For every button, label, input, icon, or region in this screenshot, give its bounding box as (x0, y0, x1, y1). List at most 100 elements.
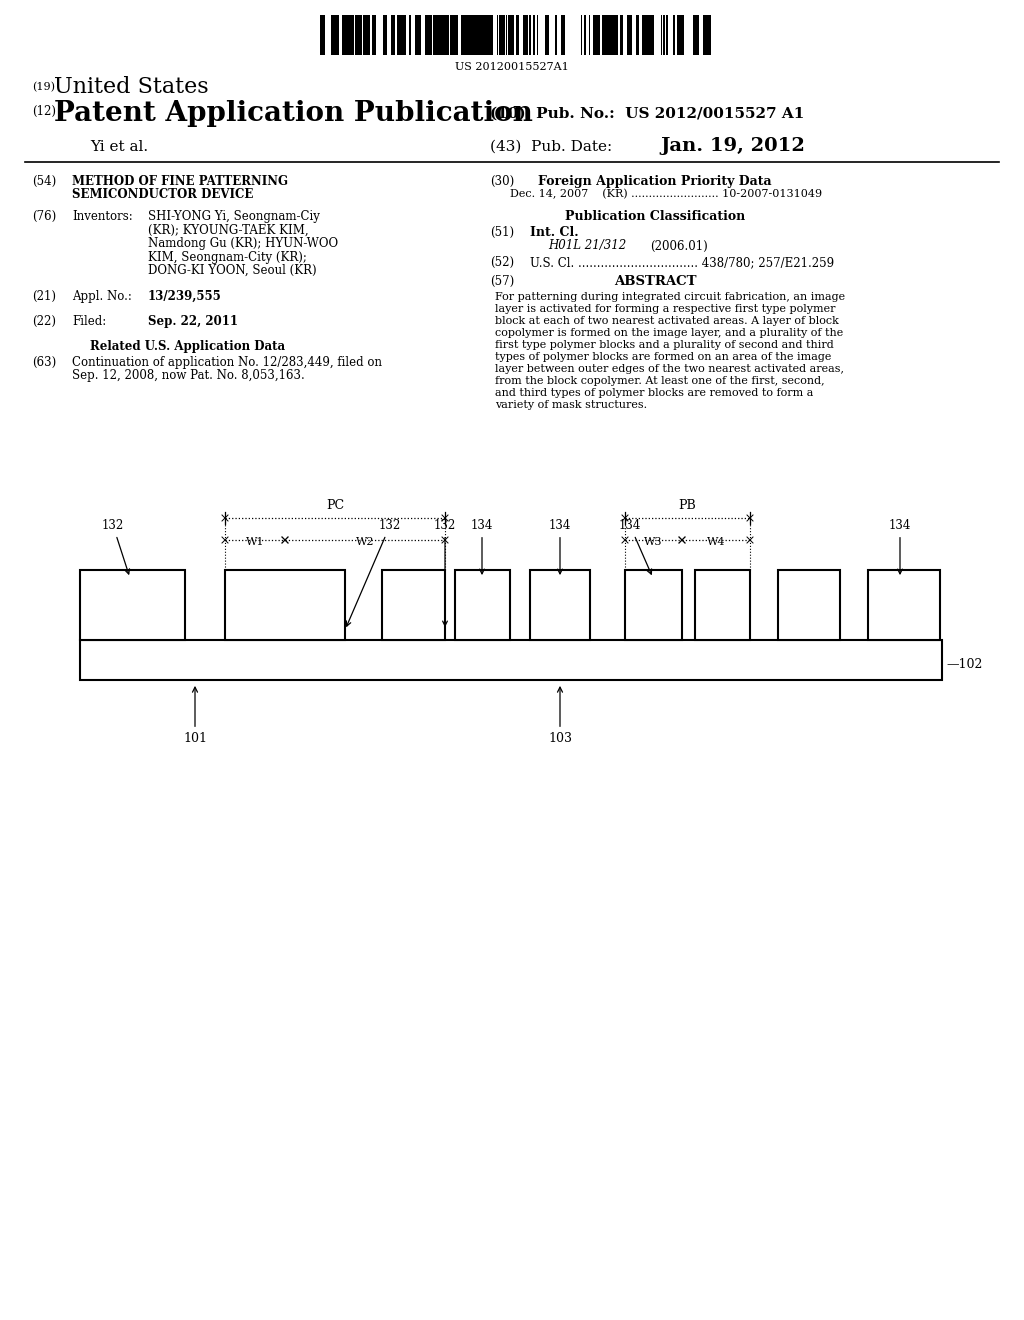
Bar (677, 15, 679, 55)
Text: DONG-KI YOON, Seoul (KR): DONG-KI YOON, Seoul (KR) (148, 264, 316, 277)
Bar (474, 15, 478, 55)
Bar (512, 15, 514, 55)
Text: SHI-YONG Yi, Seongnam-Ciy: SHI-YONG Yi, Seongnam-Ciy (148, 210, 319, 223)
Text: W1: W1 (246, 537, 264, 546)
Text: W2: W2 (355, 537, 374, 546)
Text: 103: 103 (548, 688, 572, 744)
Text: variety of mask structures.: variety of mask structures. (495, 400, 647, 411)
Bar (561, 15, 565, 55)
Bar (627, 15, 629, 55)
Text: (57): (57) (490, 275, 514, 288)
Bar (526, 15, 528, 55)
Bar (613, 15, 617, 55)
Bar (620, 15, 623, 55)
Text: 134: 134 (618, 519, 651, 574)
Bar (637, 15, 639, 55)
Text: Dec. 14, 2007    (KR) ......................... 10-2007-0131049: Dec. 14, 2007 (KR) .....................… (510, 189, 822, 199)
Text: 101: 101 (183, 688, 207, 744)
Bar (319, 15, 323, 55)
Bar (419, 15, 421, 55)
Bar (630, 15, 632, 55)
Text: layer between outer edges of the two nearest activated areas,: layer between outer edges of the two nea… (495, 364, 844, 374)
Bar (462, 15, 466, 55)
Bar (355, 15, 358, 55)
Text: copolymer is formed on the image layer, and a plurality of the: copolymer is formed on the image layer, … (495, 327, 843, 338)
Bar (383, 15, 385, 55)
Text: Related U.S. Application Data: Related U.S. Application Data (90, 341, 285, 352)
Bar (708, 15, 711, 55)
Bar (680, 15, 682, 55)
Bar (367, 15, 370, 55)
Bar (610, 15, 613, 55)
Bar (485, 15, 489, 55)
Bar (362, 15, 367, 55)
Bar (666, 15, 668, 55)
Bar (346, 15, 350, 55)
Text: (52): (52) (490, 256, 514, 269)
Text: KIM, Seongnam-City (KR);: KIM, Seongnam-City (KR); (148, 251, 307, 264)
Bar (440, 15, 442, 55)
Text: (22): (22) (32, 315, 56, 327)
Text: For patterning during integrated circuit fabrication, an image: For patterning during integrated circuit… (495, 292, 845, 302)
Text: (51): (51) (490, 226, 514, 239)
Bar (80, 640, 942, 680)
Bar (694, 15, 697, 55)
Text: Appl. No.:: Appl. No.: (72, 290, 132, 304)
Bar (673, 15, 675, 55)
Bar (429, 15, 432, 55)
Text: ABSTRACT: ABSTRACT (613, 275, 696, 288)
Bar (433, 15, 437, 55)
Bar (478, 15, 480, 55)
Text: PC: PC (326, 499, 344, 512)
Text: Int. Cl.: Int. Cl. (530, 226, 579, 239)
Text: US 20120015527A1: US 20120015527A1 (455, 62, 569, 73)
Bar (342, 15, 346, 55)
Text: Foreign Application Priority Data: Foreign Application Priority Data (539, 176, 772, 187)
Bar (490, 15, 493, 55)
Text: W3: W3 (644, 537, 663, 546)
Bar (593, 15, 596, 55)
Bar (455, 570, 510, 640)
Text: (30): (30) (490, 176, 514, 187)
Text: W4: W4 (707, 537, 725, 546)
Bar (382, 570, 445, 640)
Bar (393, 15, 395, 55)
Bar (334, 15, 337, 55)
Text: PB: PB (678, 499, 696, 512)
Text: H01L 21/312: H01L 21/312 (548, 239, 627, 252)
Bar (398, 15, 400, 55)
Bar (450, 15, 454, 55)
Text: Patent Application Publication: Patent Application Publication (54, 100, 532, 127)
Text: Yi et al.: Yi et al. (90, 140, 148, 154)
Bar (443, 15, 445, 55)
Text: Continuation of application No. 12/283,449, filed on: Continuation of application No. 12/283,4… (72, 356, 382, 370)
Bar (584, 15, 586, 55)
Bar (534, 15, 535, 55)
Bar (425, 15, 429, 55)
Text: METHOD OF FINE PATTERNING: METHOD OF FINE PATTERNING (72, 176, 288, 187)
Text: (2006.01): (2006.01) (650, 239, 708, 252)
Bar (663, 15, 665, 55)
Bar (373, 15, 376, 55)
Bar (545, 15, 549, 55)
Bar (868, 570, 940, 640)
Bar (415, 15, 419, 55)
Text: (43)  Pub. Date:: (43) Pub. Date: (490, 140, 612, 154)
Text: (12): (12) (32, 106, 56, 117)
Bar (516, 15, 519, 55)
Text: SEMICONDUCTOR DEVICE: SEMICONDUCTOR DEVICE (72, 189, 253, 202)
Bar (350, 15, 354, 55)
Bar (598, 15, 600, 55)
Bar (644, 15, 648, 55)
Bar (529, 15, 531, 55)
Text: (54): (54) (32, 176, 56, 187)
Text: 134: 134 (549, 519, 571, 574)
Text: (10)  Pub. No.:  US 2012/0015527 A1: (10) Pub. No.: US 2012/0015527 A1 (490, 107, 805, 121)
Text: —102: —102 (946, 657, 982, 671)
Text: 132: 132 (346, 519, 401, 626)
Bar (466, 15, 469, 55)
Text: 132: 132 (101, 519, 129, 574)
Bar (650, 15, 654, 55)
Text: block at each of two nearest activated areas. A layer of block: block at each of two nearest activated a… (495, 315, 839, 326)
Bar (337, 15, 339, 55)
